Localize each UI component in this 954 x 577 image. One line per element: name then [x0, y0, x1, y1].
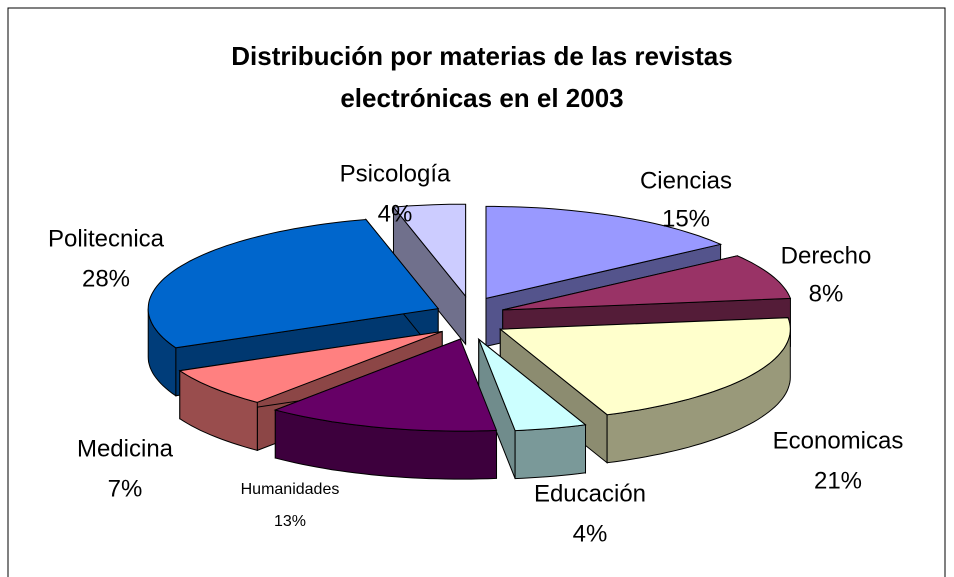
category-label: Medicina [77, 435, 174, 462]
chart-title: electrónicas en el 2003 [340, 83, 623, 113]
value-label: 8% [809, 280, 844, 307]
slice [392, 203, 467, 298]
category-label: Psicología [340, 160, 451, 187]
slice [147, 218, 440, 349]
slice-wall [514, 424, 586, 480]
category-label: Economicas [773, 427, 904, 454]
slice [502, 255, 792, 311]
value-label: 4% [378, 200, 413, 227]
value-label: 4% [573, 520, 608, 547]
value-label: 13% [274, 513, 306, 530]
value-label: 28% [82, 265, 130, 292]
value-label: 7% [108, 475, 143, 502]
category-label: Humanidades [241, 481, 340, 498]
slice [485, 205, 723, 300]
slice [273, 338, 498, 432]
slice [477, 337, 587, 432]
chart-title: Distribución por materias de las revista… [231, 41, 732, 71]
chart-frame [7, 7, 946, 577]
labels: Ciencias 15% Derecho 8% Economicas 21% Educaci… [48, 160, 903, 547]
category-label: Derecho [781, 242, 872, 269]
pie-tops [147, 203, 792, 432]
category-label: Educación [534, 480, 646, 507]
value-label: 15% [662, 205, 710, 232]
slice [178, 331, 443, 403]
category-label: Politecnica [48, 225, 165, 252]
slice [498, 317, 791, 416]
value-label: 21% [814, 467, 862, 494]
category-label: Ciencias [640, 167, 732, 194]
